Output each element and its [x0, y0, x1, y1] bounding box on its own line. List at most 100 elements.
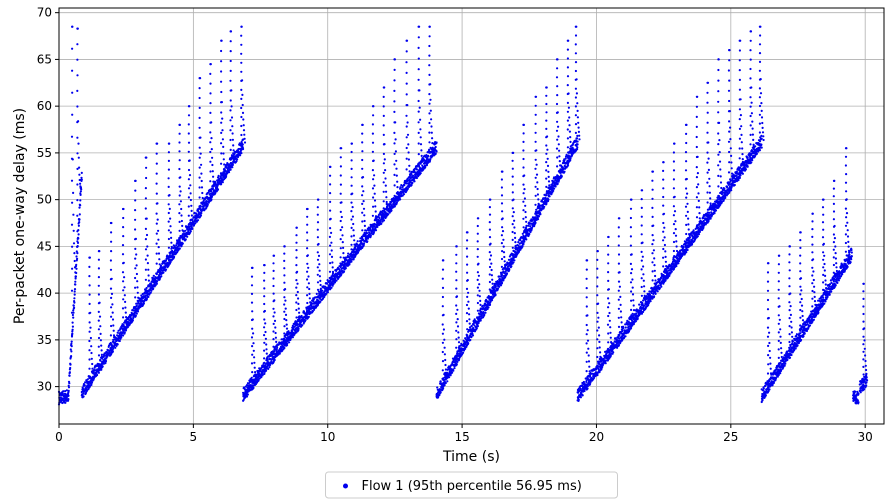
data-point [188, 232, 191, 235]
data-point [227, 171, 231, 174]
data-point [545, 86, 548, 89]
data-point [97, 267, 100, 270]
data-point [488, 265, 492, 269]
data-point [503, 255, 506, 259]
data-point [252, 386, 255, 389]
data-point [74, 275, 77, 278]
data-point [318, 263, 321, 266]
data-point [306, 239, 309, 242]
data-point [382, 105, 385, 108]
data-point [76, 214, 79, 217]
data-point [112, 334, 116, 337]
data-point [121, 271, 125, 274]
data-point [429, 98, 432, 101]
data-point [373, 174, 376, 177]
data-point [72, 213, 75, 216]
data-point [491, 278, 494, 281]
data-point [274, 336, 277, 339]
data-point [575, 25, 578, 28]
data-point [428, 44, 431, 48]
data-point [76, 230, 79, 233]
data-point [242, 124, 245, 127]
data-point [110, 353, 113, 356]
data-point [570, 152, 573, 155]
data-point [306, 223, 309, 226]
data-point [97, 284, 100, 287]
data-point [272, 353, 275, 356]
data-point [372, 105, 375, 108]
data-point [295, 234, 298, 237]
data-point [405, 50, 408, 53]
data-point [147, 268, 150, 271]
data-point [480, 310, 483, 313]
data-point [317, 198, 320, 201]
data-point [500, 265, 503, 268]
data-point [545, 185, 548, 188]
data-point [537, 202, 540, 205]
data-point [526, 231, 529, 235]
data-point [419, 128, 422, 131]
data-point [263, 341, 266, 344]
data-point [297, 327, 300, 330]
data-point [152, 287, 155, 290]
data-point [239, 154, 242, 157]
data-point [407, 151, 410, 154]
data-point [167, 263, 170, 267]
data-point [272, 284, 275, 288]
data-point [145, 166, 148, 169]
data-point [283, 252, 286, 255]
data-point [240, 52, 243, 55]
data-point [198, 196, 201, 199]
data-point [307, 282, 310, 285]
data-point [99, 325, 102, 328]
data-point [500, 257, 504, 261]
data-point [116, 331, 119, 334]
data-point [306, 215, 309, 218]
data-point [545, 169, 548, 172]
data-point [458, 352, 461, 355]
data-point [76, 167, 79, 170]
data-point [155, 182, 158, 185]
data-point [455, 270, 458, 273]
data-point [545, 161, 548, 164]
data-point [253, 361, 256, 364]
data-point [558, 160, 561, 163]
data-point [69, 363, 72, 366]
data-point [186, 235, 189, 238]
data-point [525, 238, 528, 241]
data-point [432, 150, 435, 153]
data-point [339, 265, 342, 268]
data-point [316, 206, 319, 209]
data-point [339, 228, 342, 232]
data-point [547, 170, 550, 173]
data-point [576, 102, 579, 105]
data-point [353, 239, 356, 242]
data-point [419, 172, 422, 175]
data-point [241, 103, 244, 107]
data-point [213, 189, 216, 192]
data-point [173, 255, 176, 258]
data-point [563, 159, 566, 162]
data-point [348, 263, 351, 266]
data-point [200, 179, 203, 183]
data-point [201, 191, 204, 195]
data-point [124, 311, 127, 314]
data-point [547, 198, 550, 201]
data-point [306, 278, 309, 281]
data-point [189, 230, 192, 233]
data-point [240, 133, 243, 137]
data-point [99, 359, 102, 362]
data-point [316, 236, 319, 239]
data-point [524, 216, 527, 219]
data-point [369, 234, 372, 237]
data-point [382, 133, 385, 136]
data-point [109, 334, 112, 337]
data-point [188, 174, 192, 177]
data-point [500, 178, 503, 181]
data-point [512, 151, 515, 154]
data-point [272, 277, 275, 280]
data-point [223, 163, 226, 166]
data-point [512, 211, 515, 214]
data-point [361, 176, 365, 179]
data-point [264, 337, 267, 340]
